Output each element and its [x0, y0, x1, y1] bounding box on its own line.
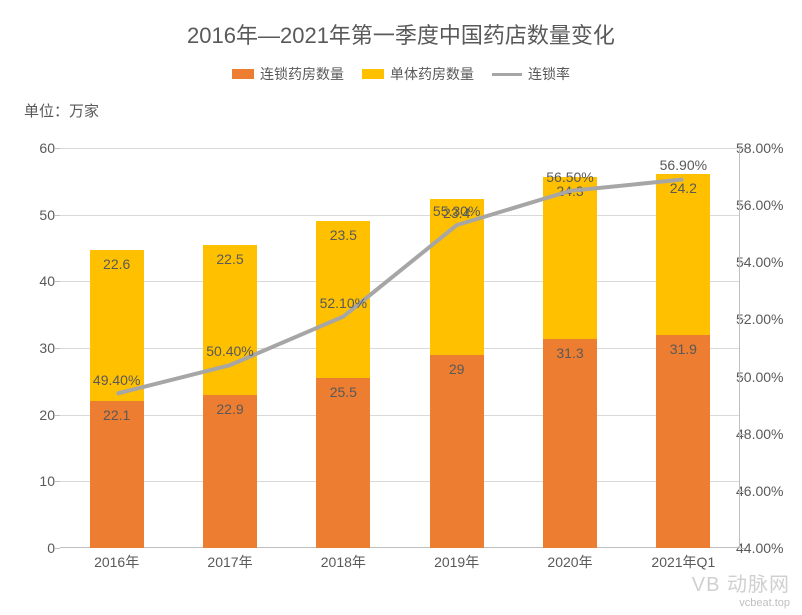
tick-mark: [55, 348, 60, 349]
tick-mark: [55, 215, 60, 216]
tick-mark: [740, 205, 745, 206]
plot-area: 22.122.622.922.525.523.52923.431.324.331…: [60, 148, 740, 548]
y-right-tick: 54.00%: [736, 254, 796, 270]
y-axis-left: 0102030405060: [0, 148, 55, 548]
legend-swatch-single: [362, 69, 384, 79]
legend-label-rate: 连锁率: [528, 64, 570, 84]
rate-label: 52.10%: [320, 295, 367, 311]
legend-swatch-chain: [232, 69, 254, 79]
tick-mark: [55, 548, 60, 549]
legend: 连锁药房数量 单体药房数量 连锁率: [0, 64, 802, 84]
y-left-tick: 50: [0, 207, 55, 223]
legend-swatch-rate: [492, 73, 522, 76]
y-left-tick: 60: [0, 140, 55, 156]
x-axis-label: 2021年Q1: [633, 552, 733, 572]
y-axis-right: 44.00%46.00%48.00%50.00%52.00%54.00%56.0…: [736, 148, 796, 548]
tick-mark: [740, 262, 745, 263]
rate-label: 50.40%: [206, 343, 253, 359]
legend-label-single: 单体药房数量: [390, 64, 474, 84]
rate-label: 56.90%: [660, 157, 707, 173]
legend-item-single: 单体药房数量: [362, 64, 474, 84]
y-left-tick: 20: [0, 407, 55, 423]
unit-label: 单位：万家: [24, 100, 99, 121]
line-series-svg: [60, 148, 740, 548]
tick-mark: [55, 481, 60, 482]
y-left-tick: 40: [0, 273, 55, 289]
y-left-tick: 30: [0, 340, 55, 356]
chart-container: 2016年—2021年第一季度中国药店数量变化 连锁药房数量 单体药房数量 连锁…: [0, 0, 802, 615]
watermark-logo: VB 动脉网: [692, 568, 790, 597]
y-right-tick: 44.00%: [736, 540, 796, 556]
y-left-tick: 10: [0, 473, 55, 489]
y-left-tick: 0: [0, 540, 55, 556]
tick-mark: [55, 415, 60, 416]
rate-label: 55.30%: [433, 203, 480, 219]
y-right-tick: 58.00%: [736, 140, 796, 156]
tick-mark: [740, 548, 745, 549]
tick-mark: [55, 281, 60, 282]
x-axis-label: 2020年: [520, 552, 620, 572]
legend-item-chain: 连锁药房数量: [232, 64, 344, 84]
watermark-url: vcbeat.top: [739, 597, 790, 609]
rate-line: [117, 179, 684, 393]
legend-item-rate: 连锁率: [492, 64, 570, 84]
y-right-tick: 48.00%: [736, 426, 796, 442]
tick-mark: [740, 377, 745, 378]
rate-label: 56.50%: [546, 169, 593, 185]
legend-label-chain: 连锁药房数量: [260, 64, 344, 84]
rate-label: 49.40%: [93, 372, 140, 388]
y-right-tick: 56.00%: [736, 197, 796, 213]
x-axis-label: 2018年: [293, 552, 393, 572]
tick-mark: [740, 434, 745, 435]
tick-mark: [740, 491, 745, 492]
x-axis-label: 2017年: [180, 552, 280, 572]
x-axis-label: 2019年: [407, 552, 507, 572]
y-right-tick: 46.00%: [736, 483, 796, 499]
y-right-tick: 52.00%: [736, 311, 796, 327]
y-right-tick: 50.00%: [736, 369, 796, 385]
tick-mark: [55, 148, 60, 149]
chart-title: 2016年—2021年第一季度中国药店数量变化: [0, 0, 802, 50]
x-axis-label: 2016年: [67, 552, 167, 572]
tick-mark: [740, 148, 745, 149]
tick-mark: [740, 319, 745, 320]
